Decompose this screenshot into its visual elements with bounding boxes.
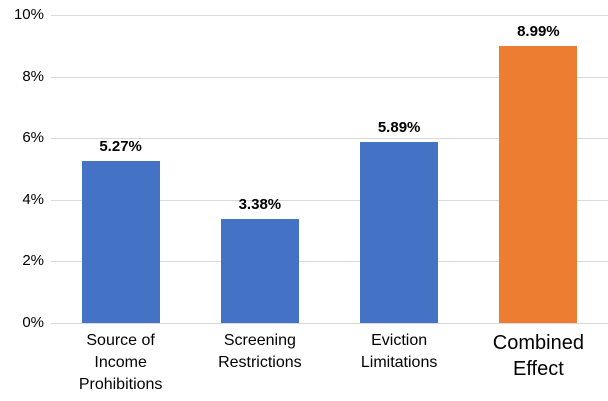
x-axis-category-label-line: Screening xyxy=(223,332,296,349)
x-axis-category-label: Eviction Limitations xyxy=(330,330,469,374)
x-axis-category-label-line: Limitations xyxy=(360,354,438,371)
bar-value-label: 8.99% xyxy=(517,23,560,41)
x-axis-category-label-line: Prohibitions xyxy=(78,376,163,393)
x-axis-category-label-line: Restrictions xyxy=(218,354,302,371)
x-axis-category-label-line: Combined xyxy=(492,332,584,354)
gridline xyxy=(51,76,608,78)
bar-value-label: 5.27% xyxy=(99,137,142,155)
bar-value-label: 5.89% xyxy=(377,118,421,136)
gridline xyxy=(51,199,608,201)
x-axis-category-label-line: Effect xyxy=(512,358,564,380)
x-axis-category-label: Screening Restrictions xyxy=(190,330,329,374)
y-axis-tick-label: 8% xyxy=(22,67,44,85)
y-axis-tick-label: 10% xyxy=(13,6,44,23)
bar-combined-effect xyxy=(499,46,578,323)
plot-area: 5.27% 3.38% 5.89% 8.99% xyxy=(51,15,608,324)
x-axis-category-label-line: Source of xyxy=(86,332,155,349)
x-axis-category-label-line: Eviction xyxy=(371,332,428,349)
gridline xyxy=(51,15,608,16)
y-axis-tick-label: 2% xyxy=(22,252,44,270)
bar-eviction-limitations xyxy=(360,141,439,323)
bar-screening-restrictions xyxy=(220,218,299,323)
bar-value-label: 3.38% xyxy=(238,195,282,213)
y-axis-tick-label: 6% xyxy=(22,129,44,147)
y-axis-tick-label: 0% xyxy=(22,314,44,331)
gridline xyxy=(51,138,608,140)
x-axis-category-label: Combined Effect xyxy=(469,330,608,382)
gridline xyxy=(51,261,608,263)
x-axis-category-label-line: Income xyxy=(94,354,147,371)
x-axis-category-label: Source of Income Prohibitions xyxy=(51,330,190,396)
y-axis-tick-label: 4% xyxy=(22,190,44,208)
bar-source-of-income-prohibitions xyxy=(81,160,160,323)
